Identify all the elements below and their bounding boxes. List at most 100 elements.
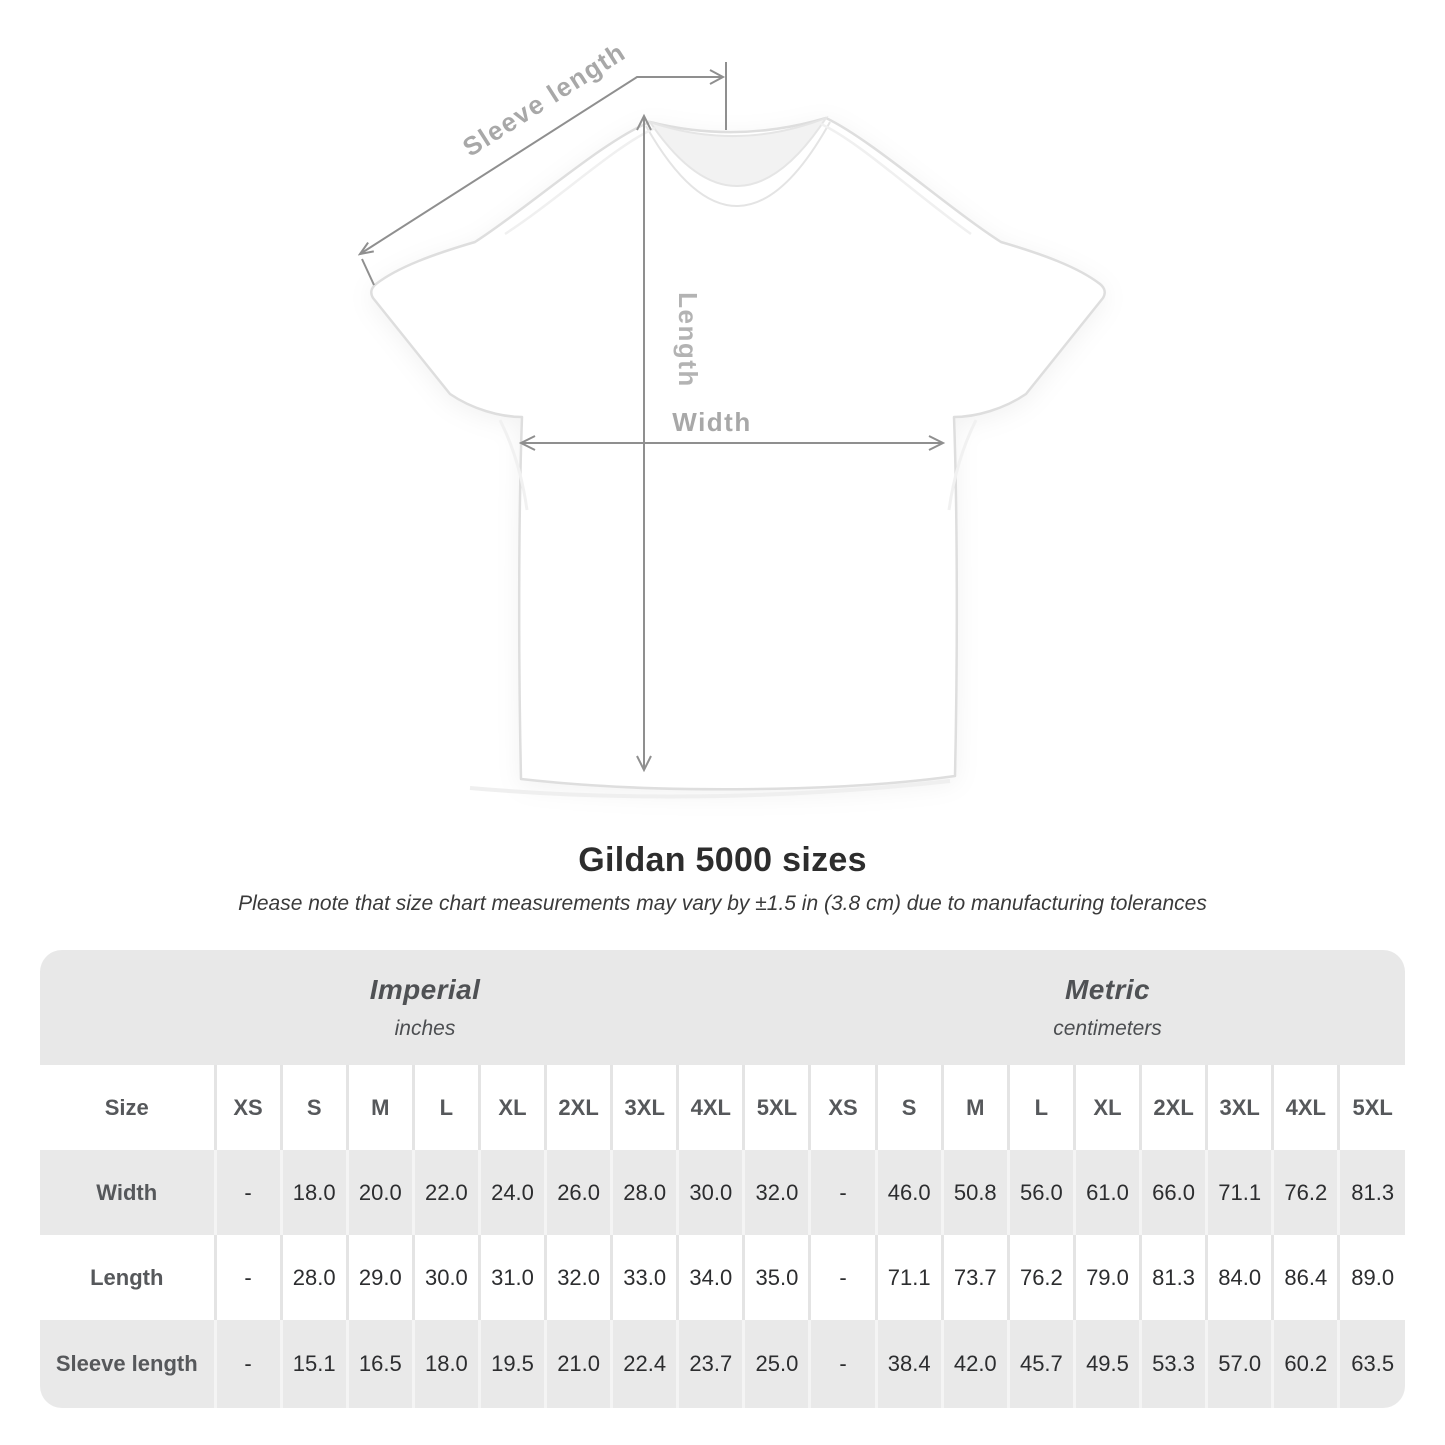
sleeve-length-row: Sleeve length - 15.1 16.5 18.0 19.5 21.0… [40,1320,1405,1408]
size-chart-table-container: Imperial inches Metric centimeters Size … [40,950,1405,1408]
size-header: 4XL [1271,1065,1339,1150]
size-header: L [1006,1065,1075,1150]
value-cell: 28.0 [610,1150,678,1235]
length-arrow-bottom [636,755,652,773]
imperial-unit-label: inches [394,1017,456,1040]
value-cell: 28.0 [279,1235,348,1320]
value-cell: 49.5 [1072,1320,1141,1408]
row-label: Sleeve length [40,1320,215,1408]
value-cell: 31.0 [477,1235,546,1320]
shoulder-seam-right [820,122,972,236]
length-arrow-top [636,113,652,131]
sleeve-length-measure [357,62,727,286]
length-row: Length - 28.0 29.0 30.0 31.0 32.0 33.0 3… [40,1235,1405,1320]
value-cell: 86.4 [1271,1235,1339,1320]
size-header: XL [1072,1065,1141,1150]
size-header: M [345,1065,414,1150]
value-cell: 50.8 [940,1150,1009,1235]
page-title: Gildan 5000 sizes [578,841,867,879]
size-header: S [874,1065,943,1150]
tshirt-size-diagram: Sleeve length Length Width [357,36,1106,799]
sleeve-extension-tick [361,258,375,286]
value-cell: 71.1 [874,1235,943,1320]
value-cell: 30.0 [676,1150,744,1235]
value-cell: 73.7 [940,1235,1009,1320]
value-cell: 57.0 [1205,1320,1273,1408]
collar-opening [647,115,829,187]
size-header: L [411,1065,480,1150]
underarm-shadow-left [498,419,529,511]
sleeve-arrow-right [709,69,726,85]
value-cell: 29.0 [345,1235,414,1320]
metric-unit-header: Metric centimeters [809,950,1405,1065]
value-cell: 22.0 [411,1150,480,1235]
size-header: M [940,1065,1009,1150]
size-header: 2XL [1139,1065,1207,1150]
value-cell: - [808,1235,877,1320]
value-cell: 63.5 [1337,1320,1405,1408]
size-chart-table: Imperial inches Metric centimeters Size … [40,950,1405,1408]
neck-seam [645,121,831,207]
size-column-header: Size [40,1065,215,1150]
value-cell: - [213,1320,282,1408]
value-cell: 38.4 [874,1320,943,1408]
size-header: XL [477,1065,546,1150]
value-cell: 42.0 [940,1320,1009,1408]
shoulder-seam-left [504,126,656,236]
tshirt-outline [370,116,1106,791]
unit-header-row: Imperial inches Metric centimeters [40,950,1405,1065]
value-cell: 79.0 [1072,1235,1141,1320]
imperial-unit-header: Imperial inches [40,950,810,1065]
size-header-row: Size XS S M L XL 2XL 3XL 4XL 5XL XS S M … [40,1065,1405,1150]
value-cell: 21.0 [544,1320,612,1408]
value-cell: 66.0 [1139,1150,1207,1235]
value-cell: - [808,1150,877,1235]
value-cell: 23.7 [676,1320,744,1408]
value-cell: 26.0 [544,1150,612,1235]
size-header: 5XL [1337,1065,1405,1150]
hem-shadow [469,779,951,799]
metric-label: Metric [1065,974,1150,1005]
size-header: 4XL [676,1065,744,1150]
value-cell: 32.0 [742,1150,810,1235]
value-cell: 53.3 [1139,1320,1207,1408]
value-cell: 16.5 [345,1320,414,1408]
value-cell: 71.1 [1205,1150,1273,1235]
value-cell: 30.0 [411,1235,480,1320]
value-cell: 76.2 [1271,1150,1339,1235]
value-cell: 18.0 [411,1320,480,1408]
size-header: 5XL [742,1065,810,1150]
size-header: 3XL [1205,1065,1273,1150]
value-cell: - [808,1320,877,1408]
length-label: Length [673,292,703,388]
value-cell: 15.1 [279,1320,348,1408]
value-cell: 46.0 [874,1150,943,1235]
row-label: Width [40,1150,215,1235]
value-cell: 33.0 [610,1235,678,1320]
value-cell: - [213,1235,282,1320]
tolerance-note: Please note that size chart measurements… [238,892,1207,915]
value-cell: 34.0 [676,1235,744,1320]
value-cell: 25.0 [742,1320,810,1408]
imperial-label: Imperial [369,974,481,1005]
value-cell: 20.0 [345,1150,414,1235]
width-measure [518,435,946,451]
value-cell: 61.0 [1072,1150,1141,1235]
row-label: Length [40,1235,215,1320]
value-cell: 89.0 [1337,1235,1405,1320]
tshirt-diagram-svg: Sleeve length Length Width [357,36,1106,799]
sleeve-arrow-line [359,76,722,255]
value-cell: 60.2 [1271,1320,1339,1408]
value-cell: 76.2 [1006,1235,1075,1320]
size-header: S [279,1065,348,1150]
value-cell: 24.0 [477,1150,546,1235]
underarm-shadow-right [947,419,978,511]
value-cell: 45.7 [1006,1320,1075,1408]
size-header: 2XL [544,1065,612,1150]
value-cell: - [213,1150,282,1235]
value-cell: 56.0 [1006,1150,1075,1235]
value-cell: 81.3 [1139,1235,1207,1320]
value-cell: 81.3 [1337,1150,1405,1235]
value-cell: 22.4 [610,1320,678,1408]
